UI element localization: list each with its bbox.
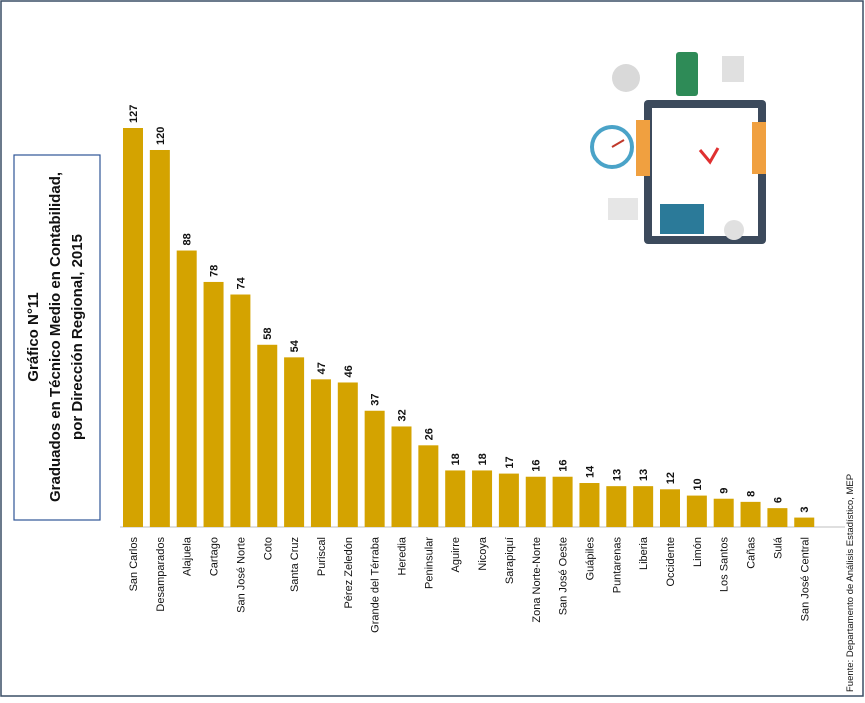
x-tick-label: Pérez Zeledón bbox=[343, 537, 355, 609]
x-tick-label: Coto bbox=[262, 537, 274, 560]
value-label: 78 bbox=[209, 265, 221, 277]
x-tick-label: Sulá bbox=[772, 536, 784, 559]
x-tick-label: Peninsular bbox=[423, 537, 435, 589]
value-label: 13 bbox=[638, 469, 650, 481]
value-label: 88 bbox=[182, 233, 194, 245]
bar bbox=[123, 128, 143, 527]
bar bbox=[686, 495, 707, 527]
value-label: 8 bbox=[746, 491, 758, 497]
x-tick-label: Desamparados bbox=[155, 537, 167, 612]
bar bbox=[767, 508, 788, 527]
value-label: 58 bbox=[262, 328, 274, 340]
bar bbox=[445, 470, 466, 527]
x-tick-label: Limón bbox=[692, 537, 704, 567]
x-tick-label: Sarapiquí bbox=[504, 537, 516, 584]
x-tick-label: Zona Norte-Norte bbox=[531, 537, 543, 623]
bar bbox=[552, 476, 573, 527]
value-label: 127 bbox=[128, 105, 140, 123]
bar bbox=[633, 486, 654, 527]
value-label: 46 bbox=[343, 365, 355, 377]
bar bbox=[606, 486, 627, 527]
value-label: 18 bbox=[450, 453, 462, 465]
x-tick-label: San José Norte bbox=[235, 537, 247, 613]
value-label: 26 bbox=[423, 428, 435, 440]
x-tick-label: Nicoya bbox=[477, 536, 489, 571]
x-tick-label: Occidente bbox=[665, 537, 677, 587]
decorative-icon bbox=[590, 52, 766, 244]
x-tick-label: Los Santos bbox=[719, 537, 731, 593]
value-label: 18 bbox=[477, 453, 489, 465]
x-tick-label: Alajuela bbox=[182, 536, 194, 576]
value-label: 47 bbox=[316, 362, 328, 374]
value-label: 3 bbox=[799, 506, 811, 512]
bar bbox=[713, 498, 734, 527]
source-note: Fuente: Departamento de Análisis Estadís… bbox=[845, 474, 856, 692]
x-tick-label: Aguirre bbox=[450, 537, 462, 572]
x-tick-label: Guápiles bbox=[584, 537, 596, 581]
bar bbox=[284, 357, 305, 527]
x-tick-label: Puriscal bbox=[316, 537, 328, 576]
value-label: 16 bbox=[558, 459, 570, 471]
bar bbox=[257, 344, 278, 527]
bar bbox=[364, 410, 385, 527]
bar bbox=[794, 517, 815, 527]
value-label: 17 bbox=[504, 456, 516, 468]
x-tick-label: Puntarenas bbox=[611, 537, 623, 594]
bar bbox=[525, 476, 546, 527]
value-label: 13 bbox=[611, 469, 623, 481]
title-box bbox=[13, 154, 101, 521]
bar bbox=[149, 149, 170, 527]
x-tick-label: San José Oeste bbox=[558, 537, 570, 615]
chart-title: Gráfico N°11 bbox=[25, 292, 42, 381]
value-label: 16 bbox=[531, 459, 543, 471]
value-label: 120 bbox=[155, 127, 167, 145]
x-tick-label: Cañas bbox=[746, 537, 758, 569]
chart-title: por Dirección Regional, 2015 bbox=[69, 234, 86, 440]
value-label: 32 bbox=[397, 409, 409, 421]
value-label: 74 bbox=[235, 276, 247, 289]
x-tick-label: San José Central bbox=[799, 537, 811, 621]
x-tick-label: Grande del Térraba bbox=[370, 536, 382, 633]
bar bbox=[418, 445, 439, 527]
x-tick-label: San Carlos bbox=[128, 537, 140, 592]
value-label: 54 bbox=[289, 339, 301, 352]
bar bbox=[498, 473, 519, 527]
x-tick-label: Heredia bbox=[397, 536, 409, 575]
x-tick-label: Santa Cruz bbox=[289, 537, 301, 592]
value-label: 12 bbox=[665, 472, 677, 484]
bar bbox=[660, 489, 680, 527]
bar bbox=[740, 501, 761, 527]
bar bbox=[472, 470, 493, 527]
value-label: 9 bbox=[719, 488, 731, 494]
bar bbox=[176, 250, 197, 527]
bar bbox=[579, 483, 600, 527]
bar bbox=[391, 426, 412, 527]
bar bbox=[310, 379, 331, 527]
value-label: 10 bbox=[692, 478, 704, 490]
bar bbox=[230, 294, 251, 527]
bar bbox=[203, 281, 224, 527]
chart-title: Graduados en Técnico Medio en Contabilid… bbox=[47, 172, 64, 502]
bar bbox=[337, 382, 358, 527]
value-label: 37 bbox=[370, 394, 382, 406]
value-label: 14 bbox=[584, 465, 596, 478]
x-tick-label: Liberia bbox=[638, 536, 650, 570]
x-tick-label: Cartago bbox=[209, 537, 221, 576]
value-label: 6 bbox=[772, 497, 784, 503]
